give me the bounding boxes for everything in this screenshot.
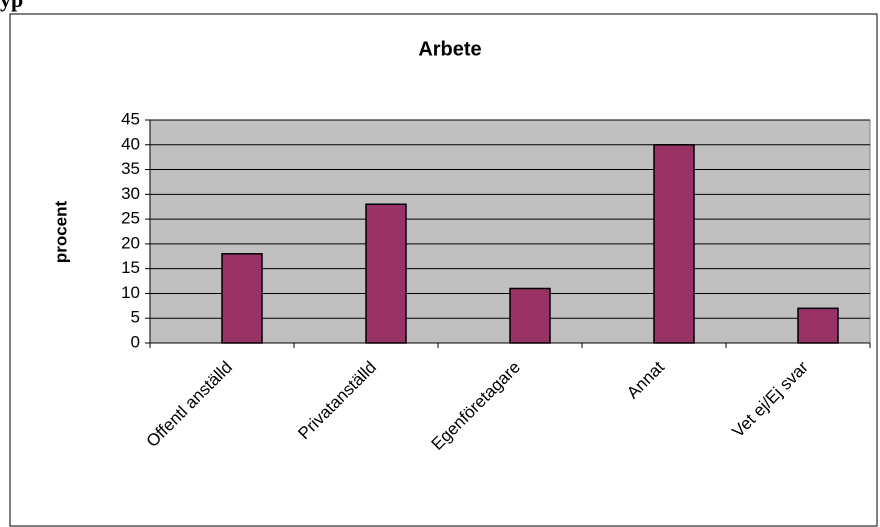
y-axis-label: procent [51, 200, 70, 263]
bar [653, 144, 695, 344]
bar [509, 287, 551, 344]
y-tick-label: 10 [121, 283, 140, 302]
page-heading: yp [0, 0, 23, 12]
y-tick-label: 45 [121, 109, 140, 128]
bar [797, 307, 839, 344]
bar [221, 253, 263, 344]
y-tick-label: 15 [121, 258, 140, 277]
y-tick-label: 0 [131, 332, 140, 351]
y-tick-label: 40 [121, 134, 140, 153]
y-tick-label: 35 [121, 159, 140, 178]
y-tick-label: 20 [121, 233, 140, 252]
y-tick-label: 5 [131, 308, 140, 327]
y-tick-label: 25 [121, 209, 140, 228]
bar [365, 203, 407, 344]
chart-title: Arbete [418, 38, 481, 60]
y-tick-label: 30 [121, 184, 140, 203]
